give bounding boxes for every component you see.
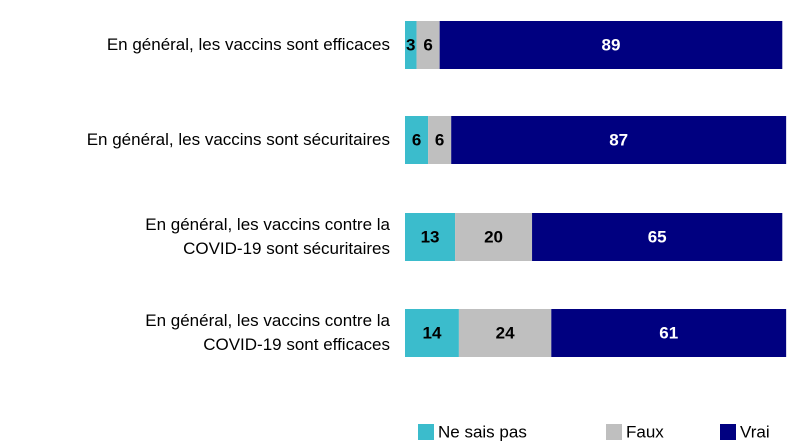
legend-label: Vrai: [740, 422, 770, 441]
data-label: 6: [423, 35, 432, 54]
data-label: 65: [648, 227, 667, 246]
data-label: 87: [609, 130, 628, 149]
data-label: 6: [435, 130, 444, 149]
category-label: En général, les vaccins sont sécuritaire…: [86, 130, 390, 149]
legend-label: Faux: [626, 422, 664, 441]
category-label: En général, les vaccins sont efficaces: [106, 35, 390, 54]
bar-segment: [439, 21, 783, 69]
category-label: En général, les vaccins contre la COVID-…: [145, 215, 390, 258]
bar-segment: [416, 21, 440, 69]
data-label: 61: [659, 323, 678, 342]
bar-segment: [405, 213, 456, 261]
data-label: 89: [602, 35, 621, 54]
data-label: 20: [484, 227, 503, 246]
bar-segment: [532, 213, 783, 261]
bar-segment: [405, 21, 417, 69]
data-label: 6: [412, 130, 421, 149]
legend-swatch: [720, 424, 736, 440]
legend-swatch: [606, 424, 622, 440]
bar-segment: [551, 309, 787, 357]
data-label: 13: [421, 227, 440, 246]
category-label: En général, les vaccins contre la COVID-…: [145, 311, 390, 354]
bar-segment: [405, 116, 429, 164]
bar-segment: [451, 116, 787, 164]
legend-swatch: [418, 424, 434, 440]
data-label: 24: [496, 323, 515, 342]
bar-segment: [455, 213, 533, 261]
legend-label: Ne sais pas: [438, 422, 527, 441]
data-label: 3: [406, 35, 415, 54]
bar-segment: [458, 309, 552, 357]
bar-segment: [428, 116, 452, 164]
bar-segment: [405, 309, 459, 357]
data-label: 14: [422, 323, 441, 342]
